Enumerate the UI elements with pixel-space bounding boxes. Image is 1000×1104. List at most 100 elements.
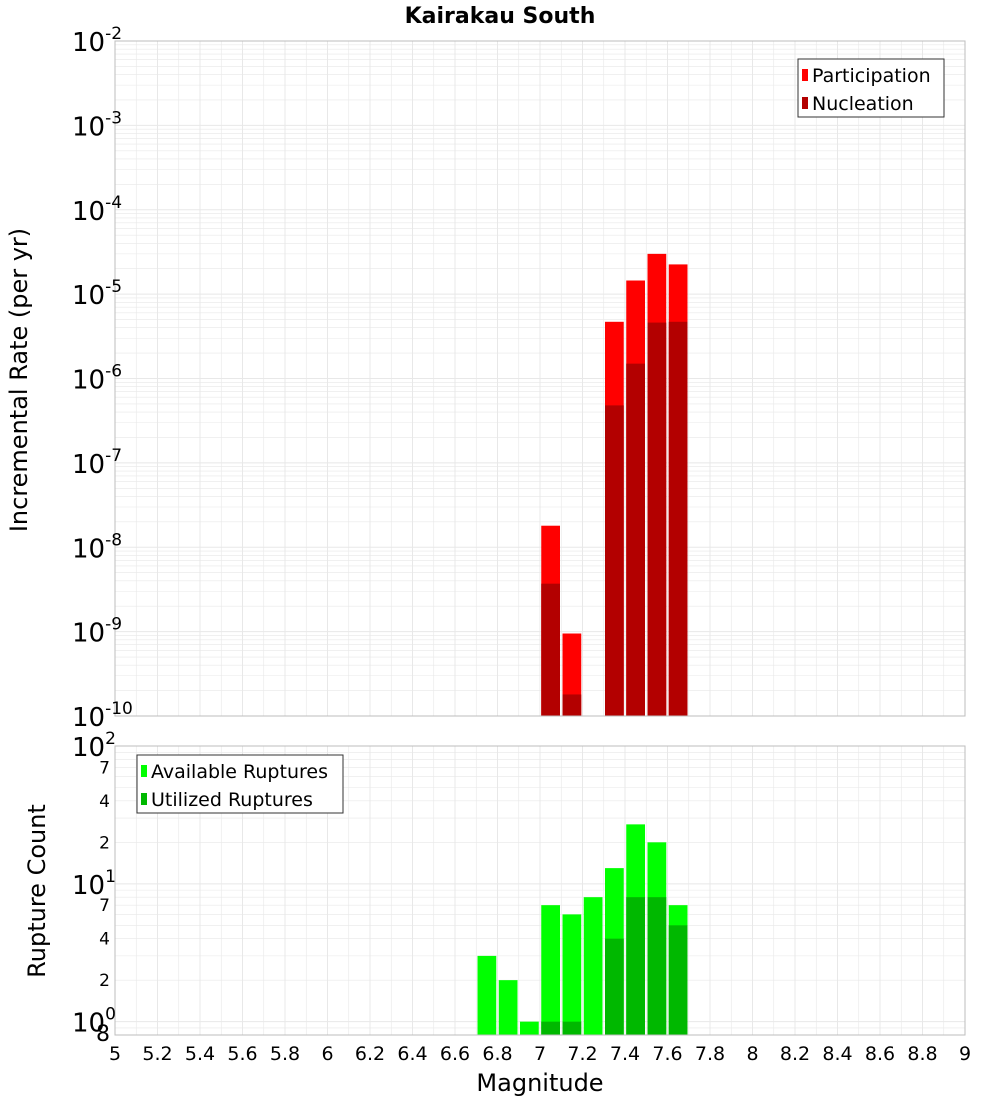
bottom-bar-available-ruptures	[520, 1021, 539, 1035]
x-tick-label: 8.8	[907, 1043, 937, 1065]
x-tick-label: 8.2	[780, 1043, 810, 1065]
x-tick-label: 6.2	[355, 1043, 385, 1065]
top-bar-nucleation	[668, 321, 688, 716]
bottom-bar-utilized-ruptures	[541, 1021, 560, 1035]
top-bar-nucleation	[647, 322, 667, 716]
top-y-tick-base: 10	[72, 534, 105, 564]
bottom-bar-available-ruptures	[477, 955, 497, 1035]
top-y-tick-label: 10-6	[72, 362, 122, 396]
bottom-y-tick-base: 10	[72, 1009, 105, 1039]
top-y-tick-exp: -2	[105, 24, 122, 44]
top-y-tick-base: 10	[72, 450, 105, 480]
top-y-tick-exp: -5	[105, 277, 122, 297]
x-axis-label: Magnitude	[476, 1069, 603, 1097]
top-y-tick-label: 10-7	[72, 446, 122, 480]
bottom-y-tick-label: 2	[99, 833, 110, 853]
x-tick-label: 9	[959, 1043, 971, 1065]
top-y-tick-label: 10-9	[72, 615, 122, 649]
x-tick-label: 8	[746, 1043, 758, 1065]
bottom-legend: Available Ruptures Utilized Ruptures	[136, 754, 344, 814]
bottom-bar-utilized-ruptures	[605, 938, 624, 1035]
bottom-y-tick-exp: 1	[105, 867, 116, 887]
bottom-legend-box	[136, 754, 344, 814]
top-y-tick-base: 10	[72, 703, 105, 733]
top-y-tick-exp: -8	[105, 530, 122, 550]
top-bar-nucleation	[626, 363, 645, 716]
top-y-tick-label: 10-4	[72, 193, 122, 227]
top-legend-swatch	[802, 69, 808, 81]
top-y-tick-exp: -9	[105, 615, 122, 635]
top-y-tick-label: 10-3	[72, 108, 122, 142]
top-y-tick-exp: -10	[105, 699, 133, 719]
bottom-bar-available-ruptures	[562, 914, 582, 1035]
x-tick-label: 7.6	[652, 1043, 682, 1065]
top-legend-label: Nucleation	[812, 93, 914, 115]
x-tick-label: 5.8	[270, 1043, 300, 1065]
top-y-tick-base: 10	[72, 281, 105, 311]
bottom-bar-utilized-ruptures	[647, 897, 667, 1035]
x-tick-label: 5.6	[227, 1043, 257, 1065]
bottom-y-tick-label: 100	[72, 1005, 116, 1039]
bottom-y-tick-label: 7	[99, 896, 110, 916]
bottom-y-tick-base: 10	[72, 733, 105, 763]
top-legend-label: Participation	[812, 65, 931, 87]
bottom-bar-available-ruptures	[498, 980, 518, 1035]
bottom-bar-utilized-ruptures	[562, 1021, 582, 1035]
x-tick-label: 7	[534, 1043, 546, 1065]
bottom-y-axis-label: Rupture Count	[23, 804, 51, 978]
bottom-y-tick-label: 101	[72, 867, 116, 901]
top-plot-frame	[114, 40, 966, 717]
top-bar-nucleation	[541, 583, 560, 716]
top-y-tick-base: 10	[72, 197, 105, 227]
bottom-legend-swatch	[141, 793, 147, 805]
bottom-y-tick-label: 4	[99, 930, 110, 950]
bottom-bar-utilized-ruptures	[626, 897, 645, 1035]
x-tick-label: 6.4	[397, 1043, 427, 1065]
bottom-y-tick-label: 102	[72, 729, 116, 763]
x-tick-label: 7.8	[695, 1043, 725, 1065]
x-tick-label: 5	[109, 1043, 121, 1065]
top-y-tick-label: 10-10	[72, 699, 133, 733]
top-y-tick-exp: -7	[105, 446, 122, 466]
bottom-y-tick-base: 10	[72, 871, 105, 901]
chart-title: Kairakau South	[405, 4, 596, 29]
bottom-legend-label: Available Ruptures	[151, 761, 328, 783]
x-tick-label: 6.8	[482, 1043, 512, 1065]
top-legend-box	[797, 58, 945, 118]
top-y-tick-label: 10-8	[72, 530, 122, 564]
bottom-bar-available-ruptures	[541, 905, 560, 1035]
bottom-y-tick-label: 4	[99, 792, 110, 812]
bottom-bar-utilized-ruptures	[668, 925, 688, 1035]
bottom-legend-swatch	[141, 765, 147, 777]
top-y-tick-exp: -4	[105, 193, 122, 213]
chart-layer: 10-1010-910-810-710-610-510-410-310-2Par…	[72, 24, 971, 1065]
bottom-y-tick-label: 7	[99, 758, 110, 778]
x-tick-label: 7.4	[610, 1043, 640, 1065]
x-tick-label: 6.6	[440, 1043, 470, 1065]
bottom-y-tick-label: 2	[99, 971, 110, 991]
bottom-plot-frame	[114, 745, 966, 1036]
top-y-tick-exp: -3	[105, 108, 122, 128]
x-tick-label: 5.2	[142, 1043, 172, 1065]
x-tick-label: 7.2	[567, 1043, 597, 1065]
top-y-tick-base: 10	[72, 366, 105, 396]
top-y-tick-label: 10-5	[72, 277, 122, 311]
top-legend: Participation Nucleation	[797, 58, 945, 118]
bottom-y-tick-exp: 0	[105, 1005, 116, 1025]
top-bar-nucleation	[605, 405, 624, 716]
top-legend-swatch	[802, 97, 808, 109]
x-tick-label: 6	[321, 1043, 333, 1065]
x-tick-label: 8.4	[822, 1043, 852, 1065]
top-y-tick-base: 10	[72, 28, 105, 58]
top-bar-nucleation	[562, 694, 582, 716]
top-y-tick-label: 10-2	[72, 24, 122, 58]
top-y-axis-label: Incremental Rate (per yr)	[5, 228, 33, 532]
bottom-y-tick-label: 8	[96, 1022, 110, 1047]
bottom-legend-label: Utilized Ruptures	[151, 789, 313, 811]
bottom-bar-available-ruptures	[583, 897, 603, 1035]
bottom-y-tick-exp: 2	[105, 729, 116, 749]
top-y-tick-base: 10	[72, 112, 105, 142]
x-tick-label: 5.4	[185, 1043, 215, 1065]
